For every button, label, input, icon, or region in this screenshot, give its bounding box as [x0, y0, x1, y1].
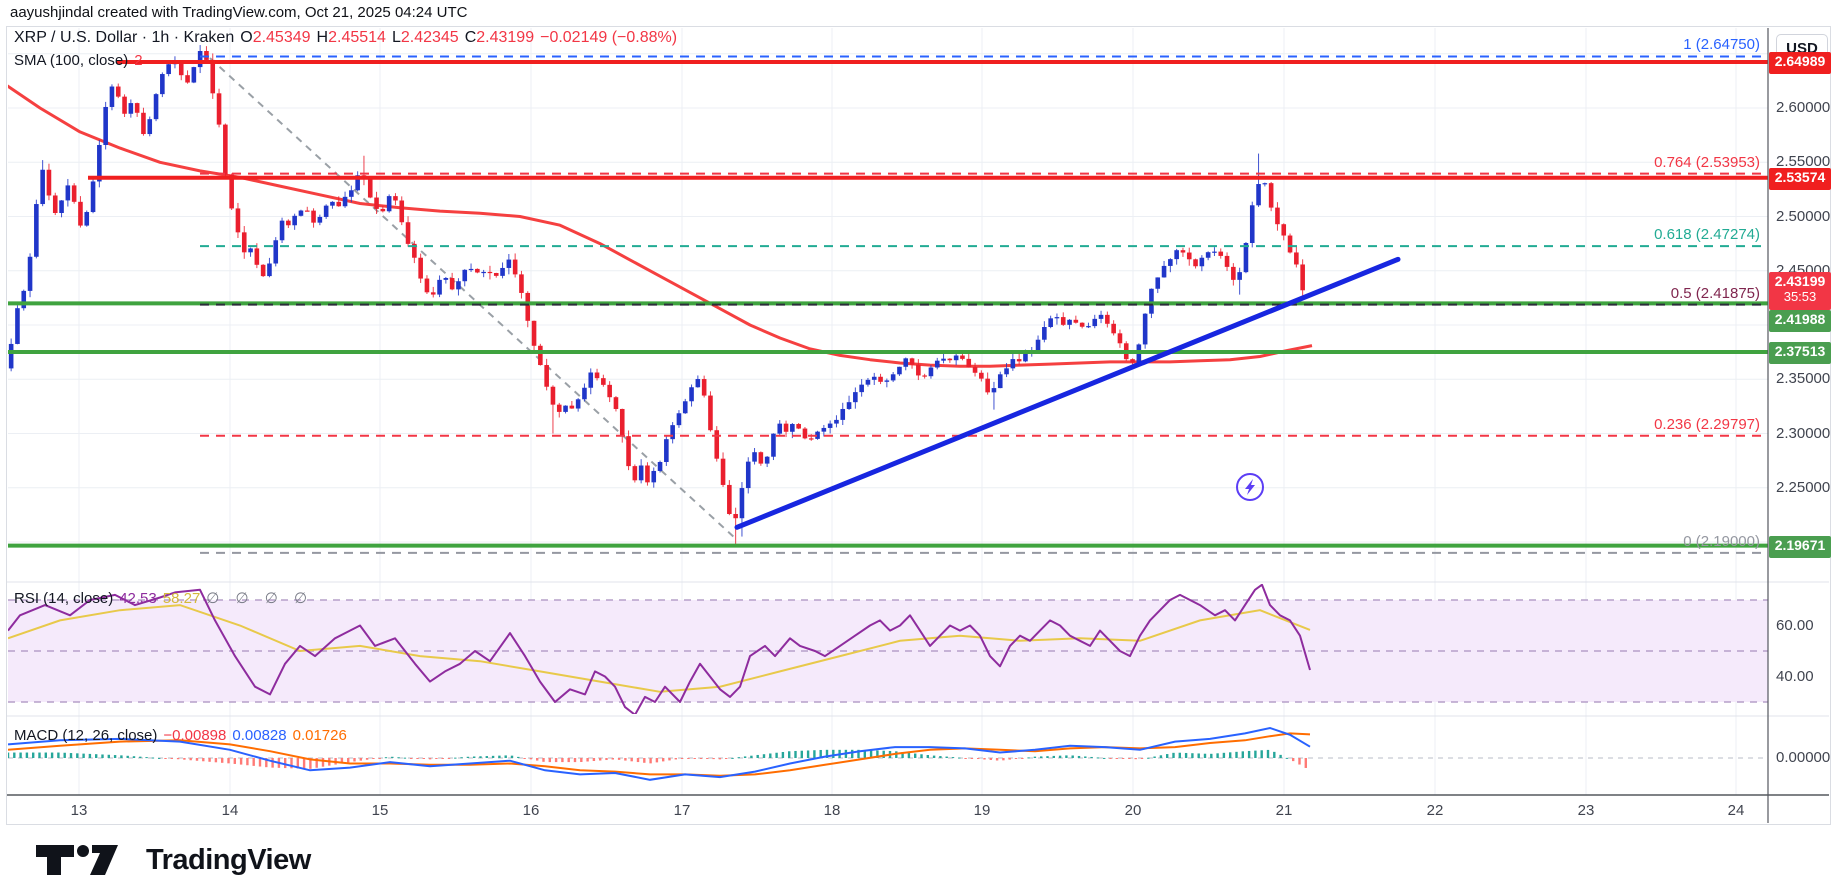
time-axis-label[interactable]: 24 [1727, 802, 1745, 819]
ascending-trendline[interactable] [734, 256, 1401, 530]
time-axis-label[interactable]: 14 [221, 802, 239, 819]
price-axis-label[interactable]: 2.60000 [1776, 99, 1831, 116]
rsi-ma-value: 58.27 [162, 590, 201, 607]
price-label-box: 2.41988 [1769, 310, 1831, 333]
macd-axis-label[interactable]: 0.00000 [1776, 749, 1831, 766]
sma-value: 2 [134, 52, 143, 69]
candles[interactable] [8, 45, 1305, 547]
time-axis-label[interactable]: 16 [522, 802, 540, 819]
sma-100-line[interactable] [0, 81, 1313, 368]
time-axis-label[interactable]: 19 [973, 802, 991, 819]
rsi-line[interactable] [8, 584, 1311, 715]
time-axis-label[interactable]: 21 [1275, 802, 1293, 819]
price-label-box: 2.19671 [1769, 535, 1831, 558]
symbol-legend[interactable]: XRP / U.S. Dollar · 1h · Kraken O2.45349 H… [14, 29, 677, 47]
fib-level-label: 0.764 (2.53953) [1654, 153, 1760, 171]
ohlc-value: 2.42345 [400, 29, 459, 46]
time-axis-label[interactable]: 23 [1577, 802, 1595, 819]
fib-level-label: 0.236 (2.29797) [1654, 415, 1760, 433]
macd-label: MACD (12, 26, close) [14, 727, 158, 744]
rsi-band [8, 599, 1768, 703]
price-label-box: 2.37513 [1769, 341, 1831, 364]
ohlc-key: L2.42345 [391, 29, 459, 46]
fib-level-label: 0.5 (2.41875) [1670, 284, 1760, 302]
rsi-value: 42.53 [119, 590, 157, 607]
time-axis-label[interactable]: 18 [823, 802, 841, 819]
price-label-box: 2.64989 [1769, 51, 1831, 74]
horizontal-levels[interactable] [8, 55, 1768, 554]
macd-signal-value: 0.01726 [292, 727, 347, 744]
price-axis-label[interactable]: 2.50000 [1776, 207, 1831, 225]
ohlc-value: 2.43199 [476, 29, 535, 46]
fib-level-label: 0 (2.19000) [1683, 532, 1760, 550]
tradingview-logo-text: TradingView [146, 843, 311, 876]
ohlc-key: H2.45514 [316, 29, 386, 46]
price-axis-label[interactable]: 2.30000 [1776, 424, 1831, 442]
sma-label: SMA (100, close) [14, 52, 129, 69]
rsi-empty-values: ∅ ∅ ∅ ∅ [206, 590, 314, 607]
time-axis-label[interactable]: 15 [371, 802, 389, 819]
change-value: −0.02149 (−0.88%) [540, 29, 678, 46]
time-axis-label[interactable]: 17 [673, 802, 691, 819]
price-axis-label[interactable]: 2.35000 [1776, 370, 1831, 388]
ohlc-value: 2.45349 [252, 29, 311, 46]
rsi-legend[interactable]: RSI (14, close) 42.53 58.27 ∅ ∅ ∅ ∅ [14, 589, 313, 607]
time-axis-label[interactable]: 22 [1426, 802, 1444, 819]
ohlc-key: C2.43199 [464, 29, 535, 46]
macd-legend[interactable]: MACD (12, 26, close) −0.00898 0.00828 0.017… [14, 727, 347, 744]
macd-value: 0.00828 [232, 727, 287, 744]
fib-level-label: 0.618 (2.47274) [1654, 226, 1760, 244]
time-axis-label[interactable]: 20 [1124, 802, 1142, 819]
lightning-icon[interactable] [1236, 473, 1264, 501]
rsi-ma-line[interactable] [8, 604, 1311, 693]
rsi-axis-label[interactable]: 60.00 [1776, 616, 1814, 634]
price-axis-label[interactable]: 2.25000 [1776, 478, 1831, 496]
ohlc-key: O2.45349 [240, 29, 311, 46]
macd-histogram [8, 749, 1307, 769]
current-price-countdown-box: 2.43199 35:53 [1769, 272, 1831, 311]
rsi-axis-label[interactable]: 40.00 [1776, 667, 1814, 685]
symbol-title: XRP / U.S. Dollar · 1h · Kraken [14, 29, 235, 46]
sma-legend[interactable]: SMA (100, close) 2 [14, 52, 143, 69]
tradingview-logo: TradingView [36, 843, 311, 877]
price-axis-label[interactable]: 2.55000 [1776, 153, 1831, 171]
time-axis-label[interactable]: 13 [70, 802, 88, 819]
attribution-text: aayushjindal created with TradingView.co… [10, 4, 468, 21]
fib-level-label: 1 (2.64750) [1683, 36, 1760, 54]
ohlc-value: 2.45514 [328, 29, 386, 46]
macd-line[interactable] [8, 726, 1311, 781]
price-label-box: 2.53574 [1769, 167, 1831, 190]
rsi-label: RSI (14, close) [14, 590, 114, 607]
macd-hist-value: −0.00898 [163, 727, 227, 744]
tradingview-logo-icon [36, 845, 118, 875]
descending-trendline[interactable] [209, 57, 738, 541]
